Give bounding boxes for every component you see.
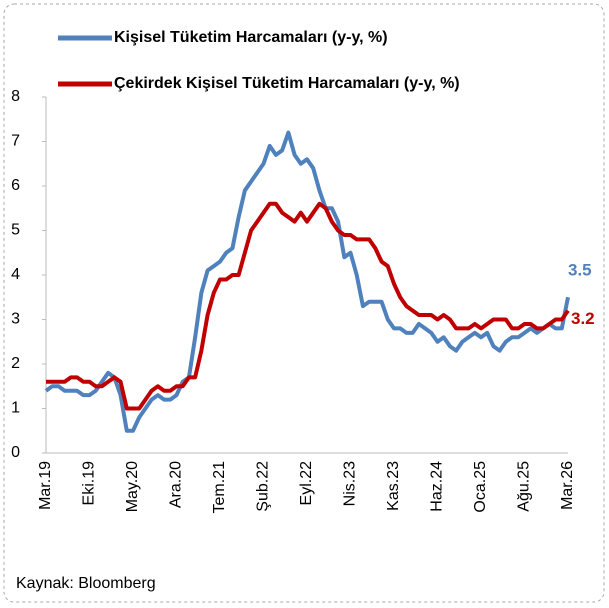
x-tick-label: Eki.19 [81, 461, 98, 506]
x-tick-label: May.20 [124, 461, 141, 512]
x-tick-label: Nis.23 [342, 461, 359, 506]
y-tick-label: 0 [11, 444, 20, 461]
legend-label: Kişisel Tüketim Harcamaları (y-y, %) [114, 29, 388, 46]
y-tick-label: 1 [11, 400, 20, 417]
frame [3, 3, 605, 603]
end-label: 3.5 [568, 261, 592, 280]
x-tick-label: Mar.19 [37, 461, 54, 510]
source: Kaynak: Bloomberg [16, 575, 156, 592]
series-line [44, 130, 570, 433]
legend-label: Çekirdek Kişisel Tüketim Harcamaları (y-… [114, 75, 460, 92]
y-tick-label: 8 [11, 88, 20, 105]
series-line [46, 201, 570, 411]
x-tick-label: Mar.26 [559, 461, 576, 510]
y-tick-label: 5 [11, 222, 20, 239]
x-tick-label: Kas.23 [385, 461, 402, 511]
x-tick-label: Tem.21 [211, 461, 228, 514]
y-tick-label: 4 [11, 266, 20, 283]
x-tick-label: Ara.20 [168, 461, 185, 508]
end-label: 3.2 [571, 309, 595, 328]
x-tick-label: Ağu.25 [516, 461, 533, 512]
x-tick-label: Oca.25 [472, 461, 489, 513]
y-tick-label: 3 [11, 311, 20, 328]
x-tick-label: Haz.24 [429, 461, 446, 512]
y-tick-label: 2 [11, 355, 20, 372]
x-tick-label: Eyl.22 [298, 461, 315, 506]
x-tick-label: Şub.22 [255, 461, 272, 512]
y-tick-label: 7 [11, 133, 20, 150]
y-tick-label: 6 [11, 177, 20, 194]
